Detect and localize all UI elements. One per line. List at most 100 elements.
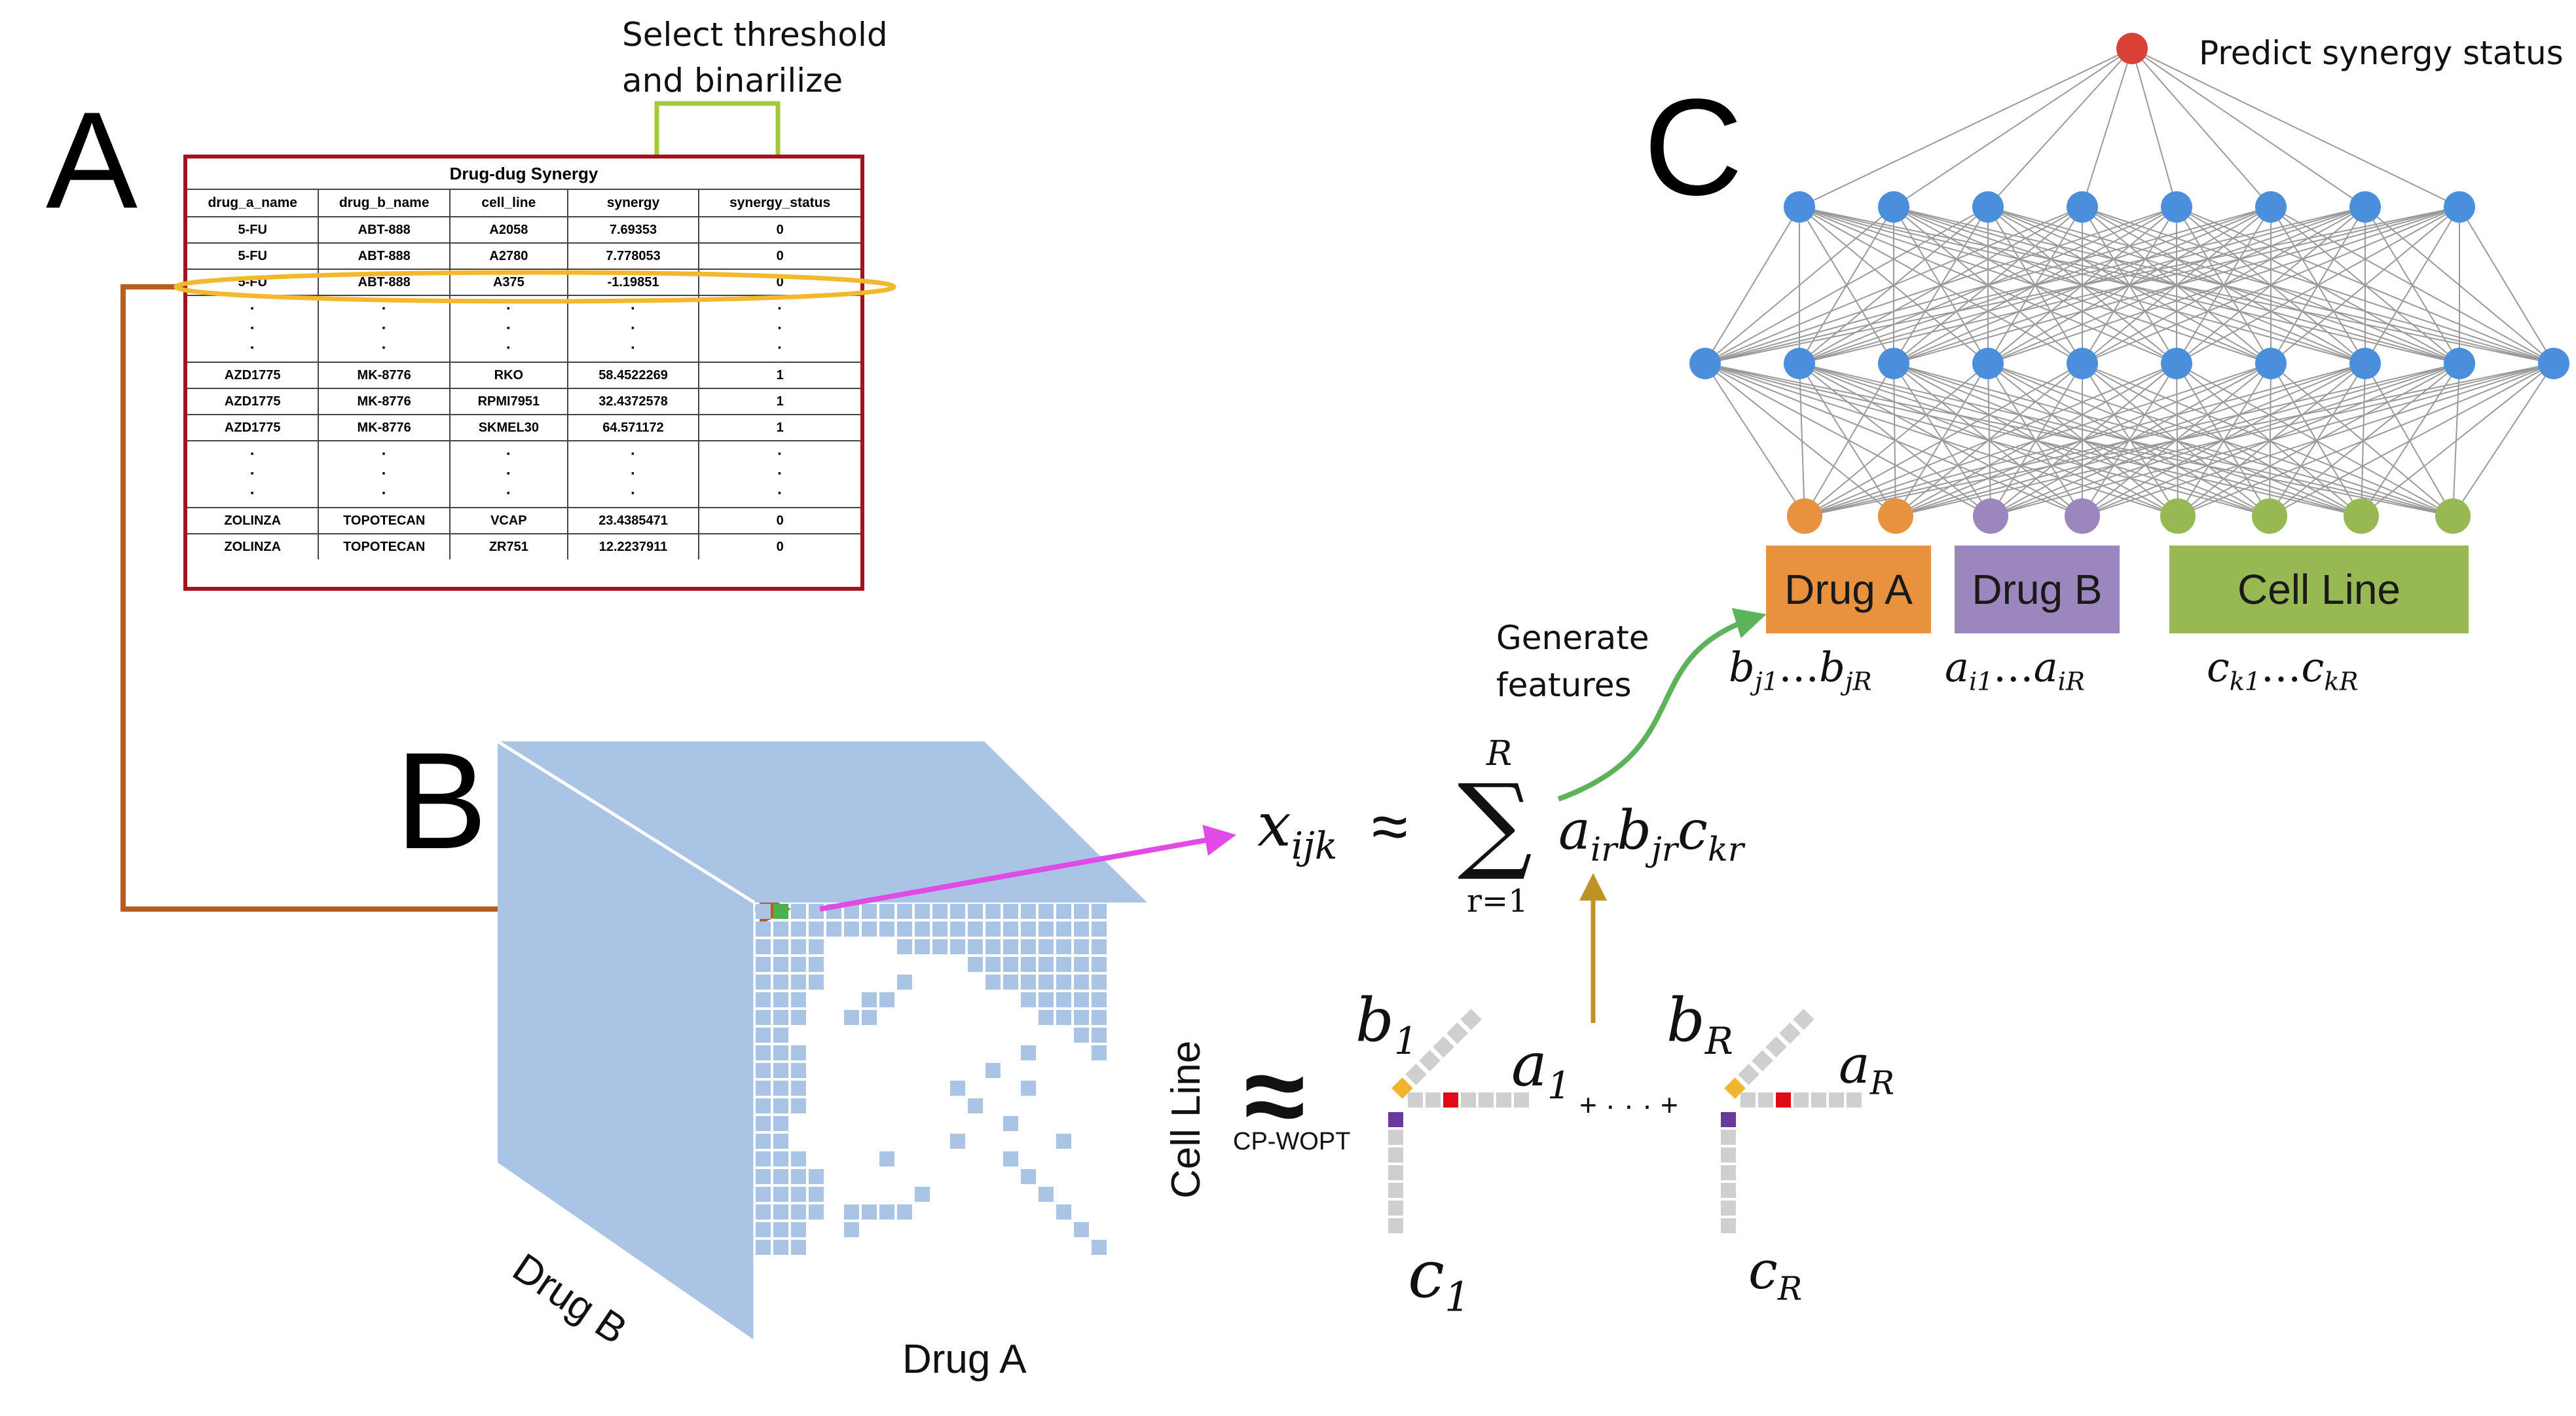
drug-a-box — [1766, 546, 1931, 633]
tensor-cell — [809, 922, 824, 937]
table-cell: MK-8776 — [318, 388, 451, 415]
tensor-cell — [773, 957, 788, 972]
a-vector-cell — [1740, 1092, 1756, 1108]
input-node — [2160, 498, 2196, 534]
tensor-cell — [844, 922, 859, 937]
table-cell: 12.2237911 — [567, 534, 700, 559]
hidden-node — [2444, 191, 2475, 223]
table-cell: VCAP — [449, 508, 568, 534]
tensor-cell — [1039, 1010, 1054, 1025]
tensor-cell — [791, 1187, 806, 1202]
tensor-cell — [1056, 1204, 1071, 1220]
b-vector-cell — [1460, 1009, 1482, 1030]
hidden-node — [2161, 348, 2192, 379]
network-edge — [1799, 363, 1896, 517]
hidden-node — [1878, 191, 1909, 223]
tensor-cell — [1092, 1010, 1107, 1025]
a-vector-cell — [1794, 1092, 1809, 1108]
tensor-cell — [950, 922, 965, 937]
tensor-front-grid — [756, 904, 1107, 1255]
threshold-line1: Select threshold — [622, 16, 888, 54]
network-edge — [2082, 206, 2460, 364]
table-row: 5-FU ABT-888 A2058 7.69353 0 — [187, 217, 860, 244]
tensor-cell — [756, 922, 771, 937]
network-edge — [1704, 206, 1989, 364]
table-cell: 1 — [699, 388, 860, 415]
hidden-node — [1689, 348, 1721, 379]
tensor-cell — [756, 957, 771, 972]
tensor-cell — [791, 1169, 806, 1184]
network-edge — [1704, 363, 1896, 517]
tensor-cell — [968, 957, 983, 972]
tensor-cell — [809, 975, 824, 990]
factor-b1: b1 — [1355, 985, 1418, 1063]
network-edge — [1704, 363, 1805, 517]
c-vector-cell — [1721, 1147, 1736, 1163]
table-cell: A2058 — [449, 217, 568, 244]
tensor-cell — [1056, 939, 1071, 954]
table-cell: 7.69353 — [567, 217, 700, 244]
tensor-cell — [756, 1134, 771, 1149]
tensor-cell — [756, 939, 771, 954]
tensor-cell — [844, 1010, 859, 1025]
c-vector-cell — [1388, 1201, 1403, 1216]
tensor-cell — [1021, 957, 1036, 972]
network-edge — [2270, 206, 2460, 364]
b-vector-cell — [1793, 1009, 1814, 1030]
table-row: ZOLINZA TOPOTECAN VCAP 23.4385471 0 — [187, 508, 860, 534]
c-vector-cell — [1388, 1218, 1403, 1233]
tensor-cell — [773, 1063, 788, 1078]
c-vector-cell — [1388, 1165, 1403, 1180]
tensor-cell — [826, 922, 841, 937]
table-cell: ZOLINZA — [187, 534, 320, 559]
tensor-cell — [985, 939, 1001, 954]
tensor-cell — [809, 939, 824, 954]
drug-b-label: Drug B — [1972, 566, 2103, 613]
predict-annotation: Predict synergy status — [2199, 34, 2564, 72]
tensor-cell — [897, 904, 912, 919]
c-vector-cell — [1721, 1201, 1736, 1216]
network-edge — [1895, 363, 1989, 517]
tensor-cell — [862, 1010, 877, 1025]
network-edge — [2177, 363, 2554, 517]
table-cell: RPMI7951 — [449, 388, 568, 415]
tensor-cell — [773, 939, 788, 954]
table-cell: RKO — [449, 362, 568, 389]
table-row: AZD1775 MK-8776 RKO 58.4522269 1 — [187, 362, 860, 389]
tensor-cell — [791, 904, 806, 919]
tensor-cell — [1092, 922, 1107, 937]
tensor-top-face — [498, 741, 1147, 903]
panel-label-b: B — [396, 724, 488, 878]
network-edges — [1704, 48, 2554, 517]
tensor-cell — [879, 1204, 894, 1220]
network-edge — [2459, 206, 2554, 364]
tensor-side-face — [498, 741, 754, 1340]
network-edge — [1799, 206, 2460, 364]
panel-label-c: C — [1644, 70, 1743, 224]
tensor-cell — [932, 939, 948, 954]
hidden-node — [2538, 348, 2569, 379]
tensor-cell — [756, 1187, 771, 1202]
table-cell: ZOLINZA — [187, 508, 320, 534]
tensor-cell — [844, 1222, 859, 1237]
table-row: AZD1775 MK-8776 SKMEL30 64.571172 1 — [187, 415, 860, 441]
tensor-cell — [756, 992, 771, 1007]
tensor-cell — [950, 939, 965, 954]
hidden-node — [1878, 348, 1909, 379]
tensor-cell — [1074, 904, 1089, 919]
a-vector-cell — [1514, 1092, 1529, 1108]
tensor-cell — [1021, 922, 1036, 937]
tensor-cell — [791, 1045, 806, 1060]
tensor-cell — [932, 904, 948, 919]
tensor-cell — [773, 1169, 788, 1184]
network-edge — [1804, 363, 2177, 517]
table-header-row: drug_a_name drug_b_name cell_line synergy sy… — [187, 189, 860, 217]
tensor-cell — [879, 992, 894, 1007]
tensor-cell — [1056, 992, 1071, 1007]
table-ellipsis-row: · · · · · · · · · · · · · · · — [187, 441, 860, 508]
tensor-cell — [791, 1204, 806, 1220]
factor-c1: c1 — [1408, 1236, 1471, 1321]
ellipsis-cell: · · · — [699, 295, 860, 363]
c-vector-cell — [1721, 1112, 1736, 1127]
network-edge — [2131, 48, 2366, 208]
